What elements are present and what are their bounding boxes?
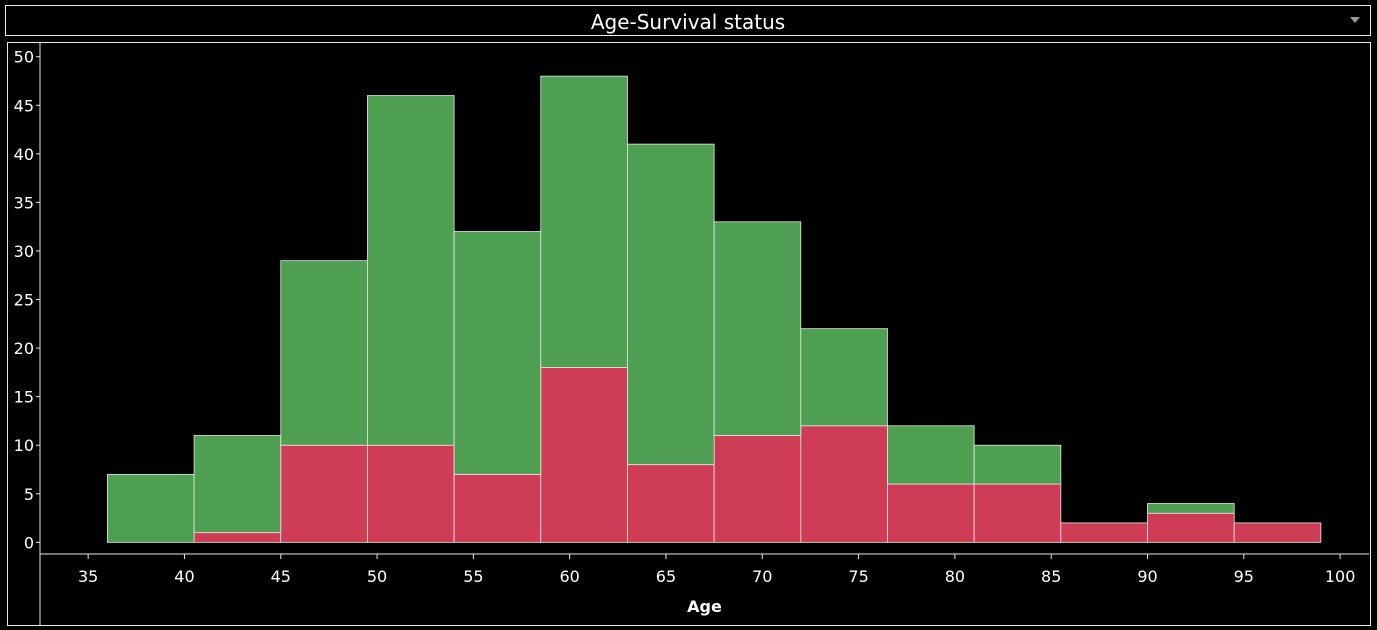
x-tick-label-75: 75 — [848, 567, 868, 586]
bar-series1-bin-9 — [800, 425, 888, 543]
bar-series2-bin-5 — [453, 231, 542, 475]
x-tick-label-70: 70 — [752, 567, 772, 586]
chart-title: Age-Survival status — [590, 10, 786, 34]
x-tick-label-85: 85 — [1041, 567, 1061, 586]
bar-series2-bin-4 — [367, 95, 455, 446]
y-tick-label-5: 5 — [24, 485, 34, 504]
bar-series1-bin-13 — [1147, 512, 1235, 543]
bar-series1-bin-10 — [887, 483, 975, 543]
x-tick-label-50: 50 — [367, 567, 387, 586]
y-tick-label-0: 0 — [24, 533, 34, 552]
y-tick-label-10: 10 — [14, 436, 34, 455]
chart-title-bar: Age-Survival status — [5, 5, 1371, 36]
bar-series2-bin-1 — [107, 473, 195, 543]
y-tick-label-50: 50 — [14, 48, 34, 67]
chart-frame: 0 5 10 15 20 25 30 35 40 45 50 35 40 45 50 55 60 65 70 75 80… — [7, 42, 1371, 626]
x-tick-label-80: 80 — [945, 567, 965, 586]
x-tick-label-90: 90 — [1137, 567, 1157, 586]
bar-series1-bin-5 — [453, 473, 542, 543]
bar-series2-bin-8 — [713, 221, 802, 436]
y-tick-label-25: 25 — [14, 291, 34, 310]
y-tick-label-45: 45 — [14, 96, 34, 115]
x-tick-label-35: 35 — [78, 567, 98, 586]
x-tick-label-40: 40 — [174, 567, 194, 586]
bar-series1-bin-4 — [367, 444, 455, 543]
x-tick-label-100: 100 — [1325, 567, 1356, 586]
bar-series2-bin-13 — [1147, 503, 1235, 514]
bar-series2-bin-9 — [800, 328, 888, 427]
chevron-down-icon[interactable] — [1350, 17, 1360, 23]
y-tick-label-15: 15 — [14, 388, 34, 407]
y-tick-label-20: 20 — [14, 339, 34, 358]
bar-series2-bin-6 — [540, 75, 628, 368]
bar-series2-bin-2 — [193, 435, 282, 534]
bar-series2-bin-3 — [280, 260, 368, 446]
x-tick-label-45: 45 — [271, 567, 291, 586]
y-tick-label-35: 35 — [14, 193, 34, 212]
x-tick-label-60: 60 — [559, 567, 579, 586]
x-tick-label-95: 95 — [1234, 567, 1254, 586]
bar-series1-bin-14 — [1233, 522, 1322, 543]
bar-series2-bin-10 — [887, 425, 975, 485]
bar-series1-bin-2 — [193, 532, 282, 543]
x-tick-label-55: 55 — [463, 567, 483, 586]
bar-series1-bin-8 — [713, 435, 802, 543]
bar-series2-bin-11 — [973, 444, 1062, 485]
x-tick-label-65: 65 — [656, 567, 676, 586]
histogram-chart: 0 5 10 15 20 25 30 35 40 45 50 35 40 45 50 55 60 65 70 75 80… — [14, 43, 1369, 625]
bar-series1-bin-6 — [540, 367, 628, 543]
bar-series2-bin-7 — [627, 143, 715, 466]
bar-series1-bin-7 — [627, 464, 715, 543]
x-axis-title: Age — [687, 597, 722, 616]
bar-series1-bin-11 — [973, 483, 1062, 543]
y-tick-label-30: 30 — [14, 242, 34, 261]
y-tick-label-40: 40 — [14, 145, 34, 164]
bar-series1-bin-3 — [280, 444, 368, 543]
bar-series1-bin-12 — [1060, 522, 1148, 543]
